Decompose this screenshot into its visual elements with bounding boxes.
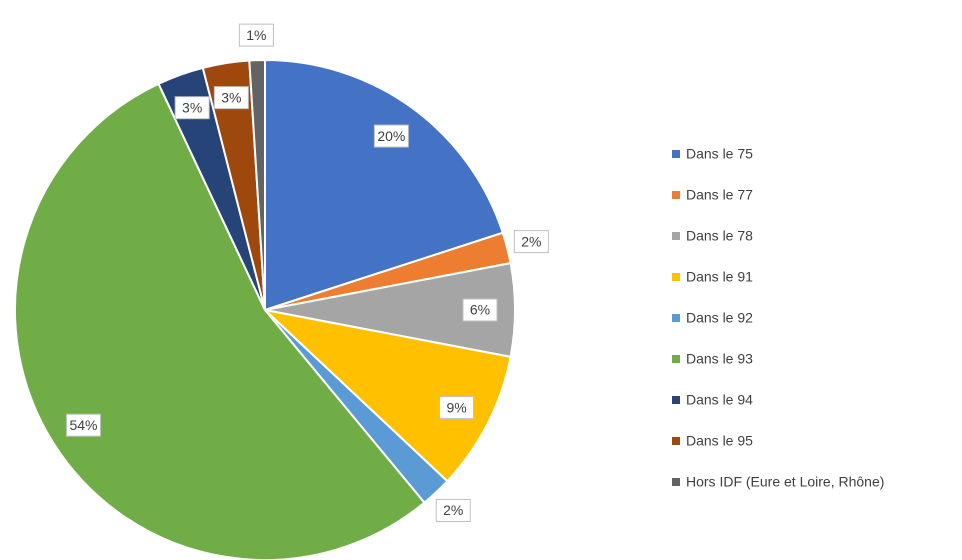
legend-label: Dans le 93 — [686, 351, 753, 367]
legend-swatch — [672, 314, 680, 322]
data-label-box — [513, 230, 549, 254]
pie-slice — [14, 82, 426, 560]
data-label-box — [373, 124, 409, 148]
legend-swatch — [672, 437, 680, 445]
data-label: 1% — [246, 27, 266, 43]
legend-label: Dans le 78 — [686, 228, 753, 244]
legend-label: Dans le 94 — [686, 392, 753, 408]
data-label-box — [462, 298, 498, 322]
data-label: 3% — [221, 89, 241, 105]
pie-slice — [261, 308, 512, 483]
data-label: 54% — [69, 417, 97, 433]
legend-label: Dans le 95 — [686, 433, 753, 449]
pie-slice — [264, 58, 505, 312]
legend-swatch — [672, 478, 680, 486]
data-label-box — [213, 86, 249, 110]
data-label-box — [238, 23, 274, 47]
legend-swatch — [672, 355, 680, 363]
data-label: 20% — [377, 128, 405, 144]
legend-label: Hors IDF (Eure et Loire, Rhône) — [686, 474, 884, 490]
legend-swatch — [672, 396, 680, 404]
data-label: 3% — [182, 99, 202, 115]
data-label-box — [174, 96, 210, 120]
data-label: 2% — [443, 502, 463, 518]
legend-label: Dans le 91 — [686, 269, 753, 285]
legend-swatch — [672, 150, 680, 158]
legend-label: Dans le 77 — [686, 187, 753, 203]
data-label-box — [65, 413, 101, 437]
data-label-box — [439, 396, 475, 420]
data-label-box — [435, 498, 471, 522]
data-label: 9% — [446, 399, 466, 415]
legend-swatch — [672, 232, 680, 240]
legend-swatch — [672, 191, 680, 199]
legend-swatch — [672, 273, 680, 281]
data-label: 2% — [521, 233, 541, 249]
legend-label: Dans le 92 — [686, 310, 753, 326]
data-label: 6% — [470, 302, 490, 318]
pie-slice — [248, 58, 266, 311]
legend-label: Dans le 75 — [686, 146, 753, 162]
